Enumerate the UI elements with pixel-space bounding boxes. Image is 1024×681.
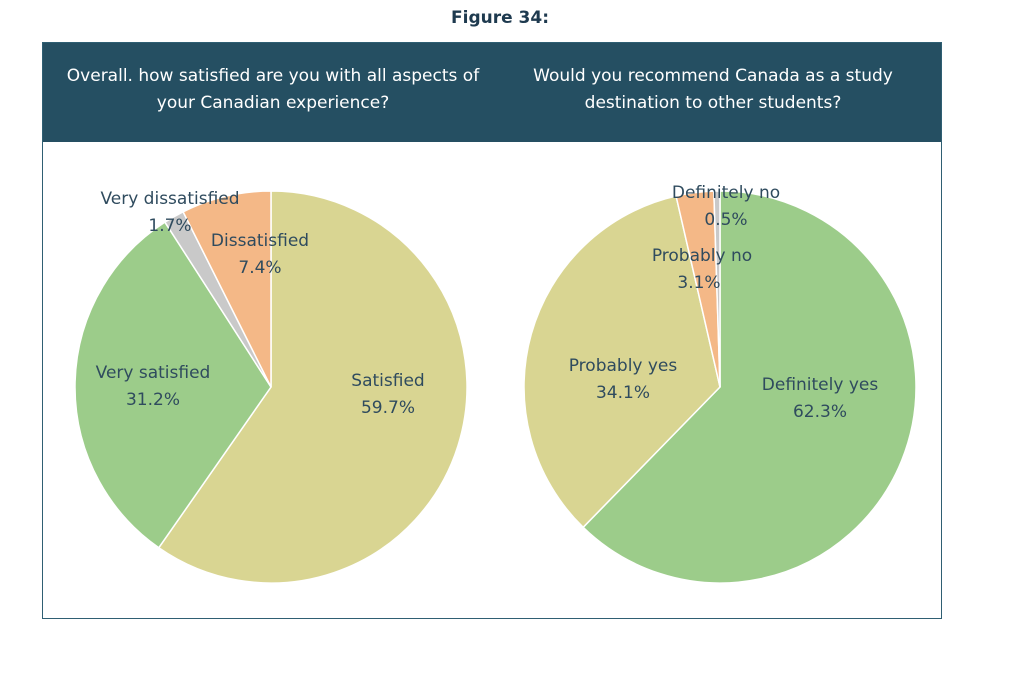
pie-slice-definitely-yes bbox=[582, 190, 917, 584]
pie-slice-very-satisfied bbox=[74, 221, 272, 549]
slice-value-label: 62.3% bbox=[793, 402, 847, 422]
slice-value-label: 59.7% bbox=[361, 398, 415, 418]
pie-slice-probably-yes bbox=[523, 195, 721, 529]
slice-value-label: 3.1% bbox=[677, 273, 720, 293]
pie-1-title: Overall. how satisfied are you with all … bbox=[66, 66, 480, 113]
pie-slice-satisfied bbox=[157, 190, 468, 584]
chart-header: Overall. how satisfied are you with all … bbox=[43, 43, 941, 142]
figure-title: Figure 34: bbox=[451, 8, 549, 28]
slice-label: Definitely yes bbox=[762, 375, 879, 395]
pie-slice-definitely-no bbox=[713, 190, 721, 388]
slice-value-label: 31.2% bbox=[126, 390, 180, 410]
pie-2-title: Would you recommend Canada as a study de… bbox=[533, 66, 893, 113]
slice-value-label: 34.1% bbox=[596, 383, 650, 403]
slice-value-label: 1.7% bbox=[148, 216, 191, 236]
slice-label: Dissatisfied bbox=[211, 231, 309, 251]
pie-chart-recommend: Definitely yes 62.3% Probably yes 34.1% Prob… bbox=[523, 183, 917, 584]
slice-label: Probably yes bbox=[569, 356, 678, 376]
slice-label: Satisfied bbox=[351, 371, 424, 391]
slice-label: Very satisfied bbox=[96, 363, 211, 383]
slice-label: Definitely no bbox=[672, 183, 780, 203]
slice-value-label: 7.4% bbox=[238, 258, 281, 278]
slice-value-label: 0.5% bbox=[704, 210, 747, 230]
pie-slice-dissatisfied bbox=[182, 190, 272, 388]
slice-label: Very dissatisfied bbox=[100, 189, 239, 209]
slice-label: Probably no bbox=[652, 246, 752, 266]
pie-chart-satisfaction: Satisfied 59.7% Very satisfied 31.2% Very di… bbox=[74, 189, 468, 584]
